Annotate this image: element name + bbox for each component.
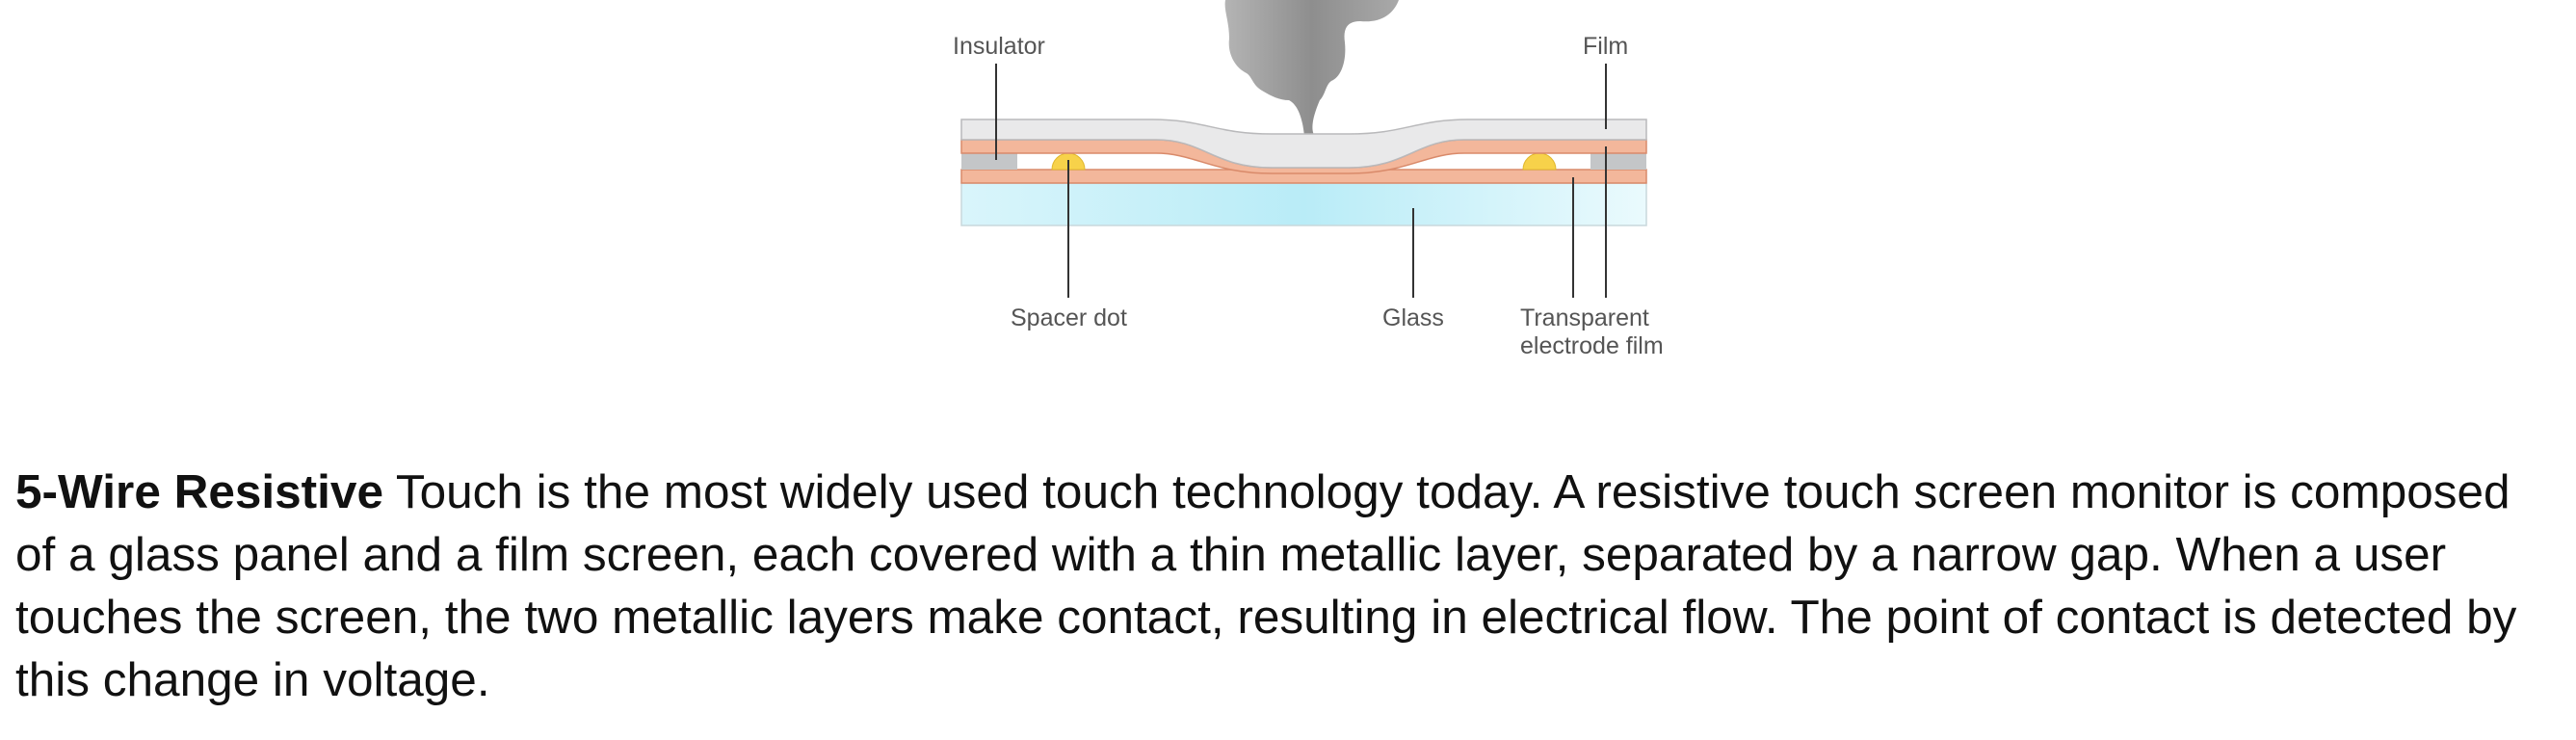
insulator-left [961,153,1017,170]
transparent-electrode-label-line1: Transparent [1520,304,1649,331]
description-paragraph: 5-Wire Resistive Touch is the most widel… [15,461,2559,711]
transparent-electrode-label-line2: electrode film [1520,332,1664,359]
top-film [960,119,1647,169]
spacer-dot-right [1522,152,1557,171]
glass-label: Glass [1382,304,1444,331]
spacer-dot-label: Spacer dot [1011,304,1127,331]
film-label: Film [1583,33,1628,60]
insulator-right [1590,153,1646,170]
touchscreen-cross-section-diagram: Insulator Film Spacer dot Glass Transpar… [953,0,1664,359]
insulator-label: Insulator [953,33,1045,60]
description-bold-lead: 5-Wire Resistive [15,465,383,518]
finger-shape [1224,0,1399,137]
description-body: Touch is the most widely used touch tech… [15,465,2517,706]
glass-panel [960,182,1647,226]
